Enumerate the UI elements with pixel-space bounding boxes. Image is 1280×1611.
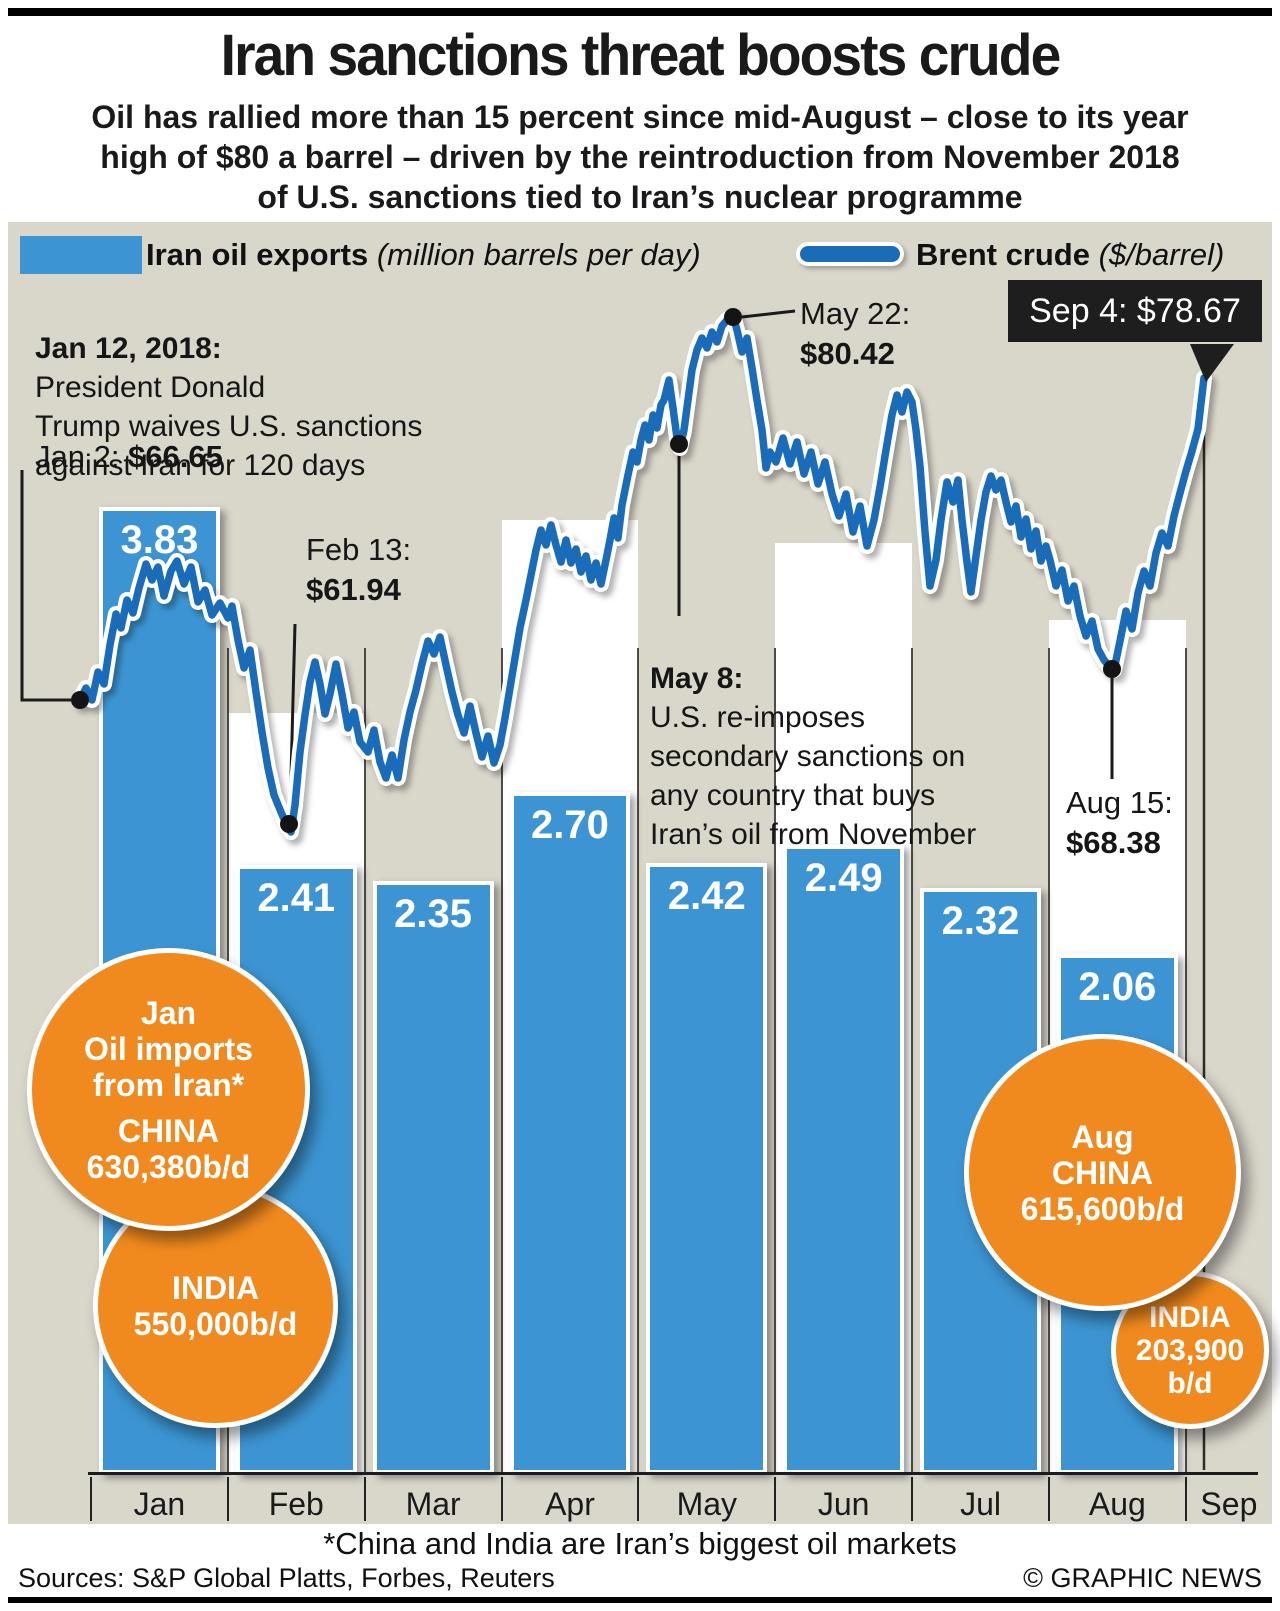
x-axis bbox=[88, 1472, 1258, 1475]
month-label-jun: Jun bbox=[817, 1486, 870, 1522]
sources: Sources: S&P Global Platts, Forbes, Reut… bbox=[18, 1563, 555, 1593]
legend-bar-swatch bbox=[20, 236, 142, 274]
month-label-may: May bbox=[676, 1486, 738, 1522]
may8-annotation-body: U.S. re-imposes secondary sanctions on a… bbox=[650, 701, 977, 851]
sep4-label: Sep 4: bbox=[1029, 292, 1137, 330]
jan12-annotation-date: Jan 12, 2018: bbox=[35, 332, 222, 365]
export-bar-may: 2.42 bbox=[646, 862, 768, 1474]
x-axis-tick bbox=[363, 1477, 366, 1521]
legend-bar-unit: (million barrels per day) bbox=[376, 237, 701, 272]
aug-china-label: CHINA bbox=[1051, 1154, 1154, 1191]
legend-line-label: Brent crude ($/barrel) bbox=[916, 237, 1224, 273]
x-axis-tick bbox=[1184, 1477, 1187, 1521]
bar-value-label: 3.83 bbox=[120, 517, 199, 562]
credit: © GRAPHIC NEWS bbox=[1023, 1563, 1262, 1593]
bar-value-label: 2.06 bbox=[1078, 964, 1157, 1009]
x-axis-tick bbox=[637, 1477, 640, 1521]
month-label-mar: Mar bbox=[405, 1486, 461, 1522]
bar-value-label: 2.35 bbox=[394, 891, 473, 936]
sep4-callout-bubble: Sep 4: $78.67 bbox=[1008, 280, 1262, 342]
bar-value-label: 2.32 bbox=[941, 899, 1020, 944]
legend-line-swatch bbox=[796, 242, 904, 266]
may22-label: May 22: bbox=[800, 296, 911, 331]
month-label-apr: Apr bbox=[545, 1486, 595, 1522]
export-bar-apr: 2.70 bbox=[509, 792, 631, 1474]
month-separator bbox=[637, 648, 640, 1472]
legend-bar-label-text: Iran oil exports bbox=[146, 237, 369, 272]
page-subtitle: Oil has rallied more than 15 percent sin… bbox=[91, 99, 1189, 215]
jan-circle-period: Jan bbox=[140, 994, 197, 1031]
jan-china-label: CHINA bbox=[117, 1112, 220, 1149]
x-axis-tick bbox=[226, 1477, 229, 1521]
jan2-annotation: Jan 2: $66.65 bbox=[35, 437, 223, 477]
feb13-label: Feb 13: bbox=[306, 532, 412, 567]
aug-china-import-circle: Aug CHINA 615,600b/d bbox=[964, 1034, 1241, 1311]
month-separator bbox=[774, 648, 777, 1472]
bar-value-label: 2.42 bbox=[667, 873, 746, 918]
month-label-jan: Jan bbox=[133, 1486, 186, 1522]
may8-annotation-date: May 8: bbox=[650, 662, 744, 695]
aug-circle-period: Aug bbox=[1071, 1118, 1134, 1155]
jan-china-value: 630,380b/d bbox=[86, 1148, 251, 1185]
aug-india-value: 203,900 bbox=[1135, 1333, 1245, 1367]
bar-value-label: 2.70 bbox=[531, 803, 609, 848]
legend-line-label-text: Brent crude bbox=[916, 237, 1090, 272]
jan2-label: Jan 2: bbox=[35, 439, 129, 474]
jan-circle-title-2: from Iran* bbox=[92, 1066, 245, 1103]
month-separator bbox=[1184, 648, 1187, 1472]
legend-line-unit: ($/barrel) bbox=[1098, 237, 1225, 272]
may22-value: $80.42 bbox=[800, 336, 895, 371]
x-axis-tick bbox=[911, 1477, 914, 1521]
bottom-rule bbox=[8, 1597, 1272, 1603]
x-axis-tick bbox=[1047, 1477, 1050, 1521]
sep4-value: $78.67 bbox=[1136, 292, 1241, 330]
x-axis-tick bbox=[90, 1477, 92, 1521]
aug15-value: $68.38 bbox=[1066, 825, 1161, 860]
x-axis-tick bbox=[500, 1477, 503, 1521]
month-separator bbox=[911, 648, 914, 1472]
feb13-annotation: Feb 13: $61.94 bbox=[306, 530, 411, 610]
month-separator bbox=[500, 648, 503, 1472]
aug15-label: Aug 15: bbox=[1066, 785, 1173, 820]
legend-bar-label: Iran oil exports (million barrels per da… bbox=[146, 237, 701, 273]
aug-india-label: INDIA bbox=[1149, 1300, 1231, 1334]
feb13-value: $61.94 bbox=[306, 572, 401, 607]
month-label-aug: Aug bbox=[1088, 1486, 1146, 1522]
jan-china-import-circle: Jan Oil imports from Iran* CHINA 630,380… bbox=[27, 948, 310, 1231]
jan-india-value: 550,000b/d bbox=[133, 1305, 298, 1342]
jan-india-label: INDIA bbox=[171, 1269, 260, 1306]
month-label-jul: Jul bbox=[960, 1486, 1001, 1522]
page-title: Iran sanctions threat boosts crude bbox=[220, 23, 1062, 88]
export-bar-mar: 2.35 bbox=[372, 880, 494, 1474]
aug-india-value-unit: b/d bbox=[1167, 1366, 1213, 1400]
export-bar-jun: 2.49 bbox=[783, 845, 905, 1474]
aug-china-value: 615,600b/d bbox=[1020, 1190, 1185, 1227]
aug15-annotation: Aug 15: $68.38 bbox=[1066, 783, 1173, 863]
month-label-sep: Sep bbox=[1200, 1486, 1258, 1522]
jan-circle-title-1: Oil imports bbox=[84, 1030, 253, 1067]
month-separator bbox=[363, 648, 366, 1472]
month-label-feb: Feb bbox=[268, 1486, 324, 1522]
may22-annotation: May 22: $80.42 bbox=[800, 294, 910, 374]
may8-annotation: May 8: U.S. re-imposes secondary sanctio… bbox=[650, 620, 1040, 854]
bar-value-label: 2.41 bbox=[257, 876, 336, 921]
jan2-value: $66.65 bbox=[128, 439, 223, 474]
top-rule bbox=[8, 8, 1272, 16]
footnote: *China and India are Iran’s biggest oil … bbox=[323, 1526, 957, 1561]
legend-line-swatch-inner bbox=[800, 246, 900, 262]
x-axis-tick bbox=[774, 1477, 777, 1521]
bar-value-label: 2.49 bbox=[804, 856, 883, 901]
